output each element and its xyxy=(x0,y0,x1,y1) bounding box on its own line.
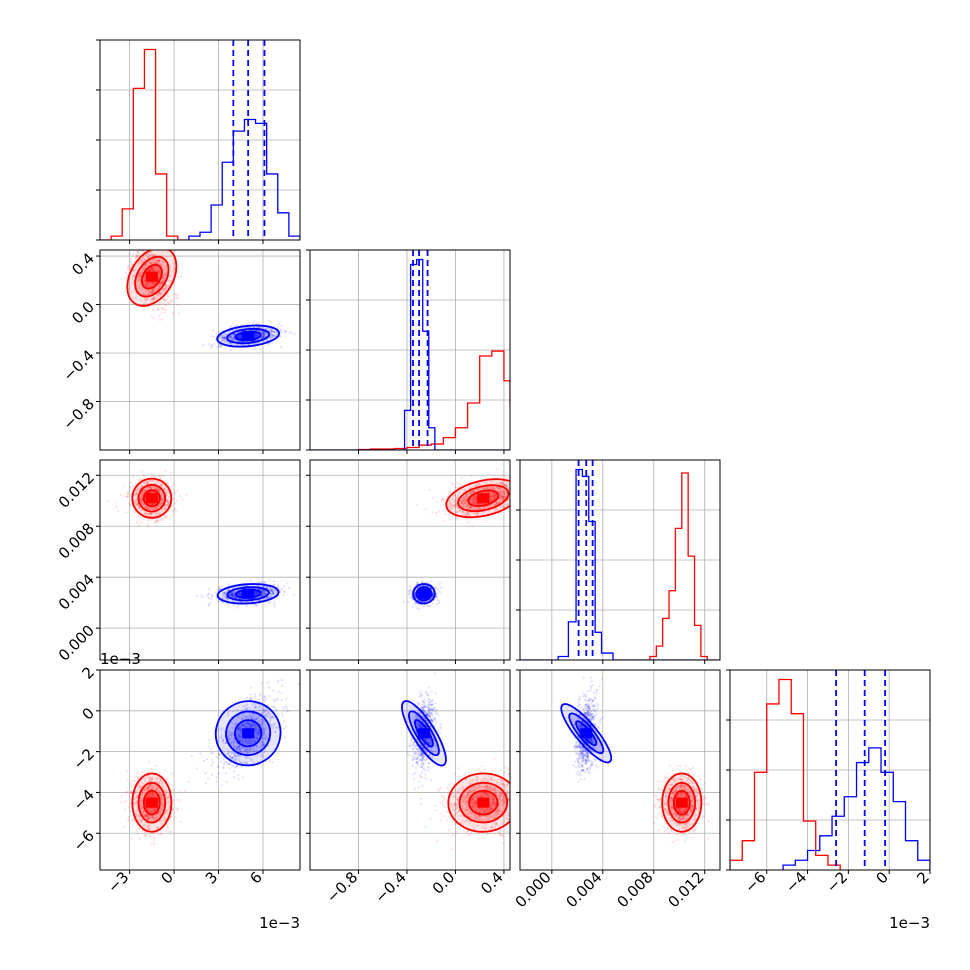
y-tick-label: −4 xyxy=(70,786,98,814)
x-tick-label: −6 xyxy=(741,868,769,896)
y-tick-label: 0.004 xyxy=(55,570,98,613)
panel-0-0 xyxy=(96,39,301,244)
density-peak xyxy=(477,797,490,808)
y-tick-label: 2 xyxy=(79,663,98,682)
density-peak xyxy=(145,797,158,808)
y-tick-label: 0.0 xyxy=(68,298,98,328)
panel-3-3: −6 −4 −2 0 21e−3 xyxy=(726,669,933,932)
density-peak xyxy=(675,797,688,808)
axes-frame xyxy=(309,249,511,451)
panel-content xyxy=(402,468,510,610)
axes-frame xyxy=(519,459,721,661)
panel-2-0: 0.000 0.004 0.008 0.012 xyxy=(55,459,301,665)
y-offset-label: 1e−3 xyxy=(100,650,141,668)
y-tick-label: −0.8 xyxy=(60,395,98,433)
y-tick-label: 0 xyxy=(79,704,98,723)
gridlines xyxy=(100,670,300,870)
y-tick-label: −2 xyxy=(70,745,98,773)
panel-1-1 xyxy=(306,249,511,454)
histogram-blue xyxy=(782,747,930,870)
y-tick-label: 0.008 xyxy=(55,520,98,563)
axes-frame xyxy=(99,669,301,871)
gridlines xyxy=(100,460,300,660)
axes-frame xyxy=(99,249,301,451)
gridlines xyxy=(100,40,300,240)
panel-content xyxy=(730,670,930,870)
axes-frame xyxy=(309,459,511,661)
density-peak xyxy=(145,271,158,282)
density-peak xyxy=(417,728,430,739)
x-tick-label: 0.000 xyxy=(512,868,555,911)
density-peak xyxy=(417,588,430,599)
x-tick-label: 0.0 xyxy=(429,868,459,898)
x-tick-label: −0.8 xyxy=(323,868,361,906)
panel-content xyxy=(120,679,300,846)
x-tick-label: −2 xyxy=(823,868,851,896)
panel-content xyxy=(100,40,300,240)
x-tick-label: −0.4 xyxy=(371,868,409,906)
panel-3-1: −0.8 −0.4 0.0 0.4 xyxy=(306,669,511,907)
axes-frame xyxy=(309,669,511,871)
y-tick-label: −6 xyxy=(70,827,98,855)
histogram-blue xyxy=(310,258,510,450)
x-offset-label: 1e−3 xyxy=(259,914,300,932)
x-tick-label: 0.012 xyxy=(664,868,707,911)
panel-content xyxy=(560,676,714,844)
axes-frame xyxy=(99,39,301,241)
x-tick-label: 0.004 xyxy=(563,868,606,911)
histogram-red xyxy=(357,350,510,450)
axes-frame xyxy=(519,669,721,871)
density-peak xyxy=(580,728,593,739)
histogram-blue xyxy=(520,468,720,660)
panel-content xyxy=(401,672,510,851)
panel-content xyxy=(520,460,720,660)
x-tick-label: 0.4 xyxy=(477,868,507,898)
y-tick-label: 0.012 xyxy=(55,469,98,512)
axes-frame xyxy=(99,459,301,661)
gridlines xyxy=(310,460,510,660)
panel-content xyxy=(310,250,510,450)
histogram-blue xyxy=(188,118,300,240)
panel-2-1 xyxy=(306,459,511,664)
density-peak xyxy=(242,728,255,739)
x-tick-label: −3 xyxy=(104,868,132,896)
histogram-red xyxy=(649,472,708,660)
histogram-red xyxy=(100,48,189,240)
density-peak xyxy=(242,588,255,599)
panel-content xyxy=(124,250,296,351)
gridlines xyxy=(520,460,720,660)
histogram-red xyxy=(730,678,841,870)
axes-frame xyxy=(729,669,931,871)
y-tick-label: 0.000 xyxy=(55,621,98,664)
density-peak xyxy=(242,331,255,342)
density-peak xyxy=(145,493,158,504)
x-offset-label: 1e−3 xyxy=(889,914,930,932)
panel-2-2 xyxy=(516,459,721,664)
y-tick-label: 0.4 xyxy=(68,249,98,279)
x-tick-label: 0.008 xyxy=(613,868,656,911)
x-tick-label: −4 xyxy=(782,868,810,896)
density-peak xyxy=(477,493,490,504)
gridlines xyxy=(730,670,930,870)
gridlines xyxy=(100,250,300,450)
y-tick-label: −0.4 xyxy=(60,346,98,384)
panel-3-2: 0.000 0.004 0.008 0.012 xyxy=(512,669,721,911)
panel-content xyxy=(107,469,295,609)
panel-1-0: −0.8 −0.4 0.0 0.4 xyxy=(60,249,301,454)
